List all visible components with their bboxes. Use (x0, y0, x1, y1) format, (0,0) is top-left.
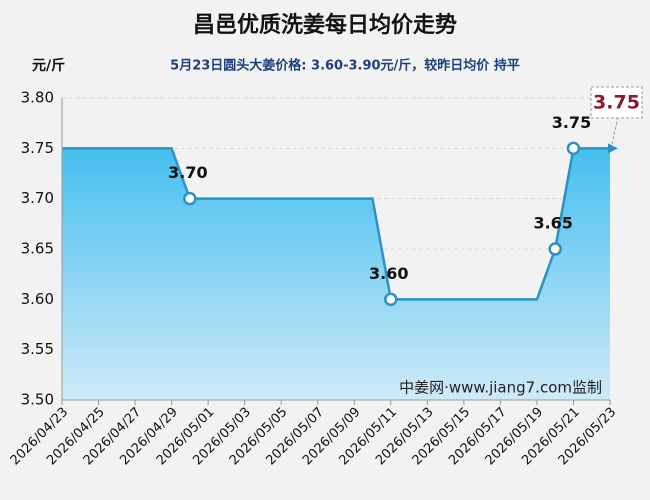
chart-title: 昌邑优质洗姜每日均价走势 (193, 12, 457, 38)
y-tick-label: 3.60 (21, 290, 54, 308)
y-axis-label: 元/斤 (32, 57, 65, 74)
y-tick-label: 3.55 (21, 340, 54, 358)
point-marker (548, 242, 562, 256)
value-label: 3.70 (168, 163, 207, 182)
line (62, 147, 610, 301)
y-tick-label: 3.50 (21, 391, 54, 409)
arrow-head (608, 143, 618, 154)
leader-line (611, 116, 619, 145)
y-tick-label: 3.80 (21, 89, 54, 107)
y-tick-label: 3.65 (21, 240, 54, 258)
latest-box (590, 86, 643, 119)
y-tick-label: 3.75 (21, 139, 54, 157)
value-label: 3.60 (369, 264, 408, 283)
value-label: 3.75 (552, 113, 591, 132)
point-marker (566, 141, 581, 156)
watermark: 中姜网·www.jiang7.com监制 (399, 379, 602, 397)
point-marker (183, 191, 197, 206)
subtitle: 5月23日圆头大姜价格: 3.60-3.90元/斤，较昨日均价 持平 (170, 58, 520, 74)
point-marker (384, 292, 398, 307)
area (62, 148, 610, 400)
y-tick-label: 3.70 (21, 189, 54, 207)
latest-value-label: 3.75 (593, 92, 640, 114)
value-label: 3.65 (533, 214, 572, 233)
